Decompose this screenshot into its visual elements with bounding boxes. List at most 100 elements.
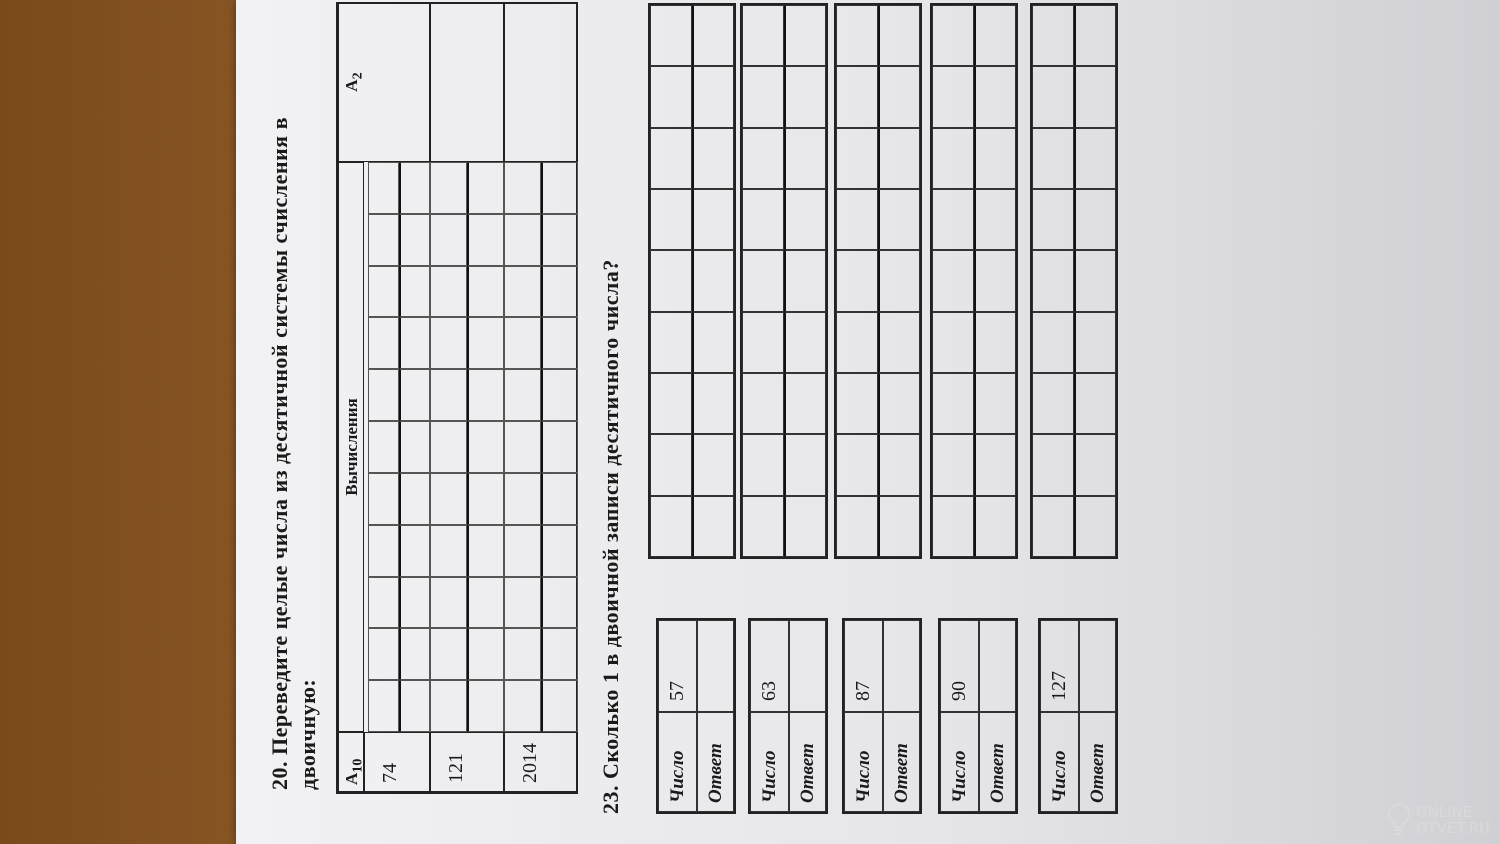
binary-grid-cell[interactable] [742,189,784,251]
binary-grid-cell[interactable] [974,66,1016,128]
binary-grid-cell[interactable] [974,373,1016,435]
binary-grid-cell[interactable] [878,189,920,251]
binary-grid-cell[interactable] [1074,5,1116,67]
answer-a2-cell[interactable] [430,2,504,162]
binary-grid-cell[interactable] [1074,66,1116,128]
binary-grid-cell[interactable] [1032,434,1074,496]
calculation-cell[interactable] [467,628,504,681]
calculation-cell[interactable] [541,576,578,629]
binary-grid-cell[interactable] [742,311,784,373]
calculation-cell[interactable] [467,369,504,422]
calculation-cell[interactable] [399,162,430,214]
calculation-cell[interactable] [467,162,504,214]
answer-field[interactable] [697,620,734,712]
binary-grid-cell[interactable] [650,434,692,496]
binary-grid-cell[interactable] [692,373,734,435]
calculation-cell[interactable] [504,421,541,473]
calculation-cell[interactable] [368,265,399,318]
binary-grid-cell[interactable] [974,495,1016,557]
binary-grid-cell[interactable] [650,373,692,435]
calculation-cell[interactable] [467,317,504,370]
calculation-grid[interactable] [504,162,578,732]
binary-grid-cell[interactable] [932,495,974,557]
binary-grid-cell[interactable] [650,311,692,373]
calculation-cell[interactable] [467,524,504,577]
binary-grid-cell[interactable] [784,250,826,312]
calculation-cell[interactable] [368,472,399,525]
binary-grid-cell[interactable] [836,434,878,496]
binary-grid-cell[interactable] [742,373,784,435]
calculation-cell[interactable] [430,524,467,577]
calculation-cell[interactable] [541,472,578,525]
calculation-cell[interactable] [430,162,467,214]
binary-grid-cell[interactable] [836,189,878,251]
binary-grid-cell[interactable] [974,311,1016,373]
binary-grid-cell[interactable] [932,66,974,128]
calculation-cell[interactable] [467,472,504,525]
binary-grid-cell[interactable] [932,434,974,496]
calculation-cell[interactable] [430,472,467,525]
calculation-cell[interactable] [430,680,467,732]
calculation-cell[interactable] [504,162,541,214]
binary-grid-cell[interactable] [692,250,734,312]
binary-grid[interactable] [740,3,828,559]
binary-grid-cell[interactable] [878,127,920,189]
binary-grid-cell[interactable] [692,434,734,496]
binary-grid-cell[interactable] [784,5,826,67]
binary-grid-cell[interactable] [742,250,784,312]
calculation-cell[interactable] [368,369,399,422]
calculation-cell[interactable] [541,213,578,266]
calculation-cell[interactable] [399,680,430,732]
calculation-cell[interactable] [541,680,578,732]
binary-grid-cell[interactable] [784,373,826,435]
binary-grid-cell[interactable] [932,373,974,435]
calculation-cell[interactable] [399,213,430,266]
binary-grid-cell[interactable] [836,311,878,373]
calculation-cell[interactable] [368,524,399,577]
binary-grid-cell[interactable] [836,127,878,189]
binary-grid[interactable] [1030,3,1118,559]
binary-grid[interactable] [648,3,736,559]
binary-grid-cell[interactable] [974,127,1016,189]
calculation-cell[interactable] [467,421,504,473]
binary-grid-cell[interactable] [878,434,920,496]
answer-a2-cell[interactable] [504,2,578,162]
binary-grid-cell[interactable] [1074,434,1116,496]
calculation-cell[interactable] [368,576,399,629]
calculation-cell[interactable] [504,317,541,370]
calculation-cell[interactable] [368,162,399,214]
calculation-cell[interactable] [504,576,541,629]
calculation-cell[interactable] [430,576,467,629]
binary-grid-cell[interactable] [1032,66,1074,128]
binary-grid-cell[interactable] [692,66,734,128]
calculation-cell[interactable] [541,317,578,370]
calculation-cell[interactable] [399,265,430,318]
binary-grid-cell[interactable] [1074,373,1116,435]
binary-grid-cell[interactable] [878,495,920,557]
calculation-cell[interactable] [430,317,467,370]
binary-grid[interactable] [930,3,1018,559]
answer-field[interactable] [883,620,920,712]
binary-grid-cell[interactable] [784,311,826,373]
binary-grid-cell[interactable] [836,373,878,435]
binary-grid[interactable] [834,3,922,559]
binary-grid-cell[interactable] [878,5,920,67]
binary-grid-cell[interactable] [878,373,920,435]
calculation-cell[interactable] [399,369,430,422]
binary-grid-cell[interactable] [650,66,692,128]
binary-grid-cell[interactable] [650,495,692,557]
binary-grid-cell[interactable] [784,66,826,128]
binary-grid-cell[interactable] [1074,127,1116,189]
calculation-cell[interactable] [467,576,504,629]
binary-grid-cell[interactable] [742,127,784,189]
binary-grid-cell[interactable] [932,250,974,312]
calculation-cell[interactable] [504,628,541,681]
answer-a2-cell[interactable] [364,2,430,162]
binary-grid-cell[interactable] [836,5,878,67]
calculation-cell[interactable] [541,265,578,318]
binary-grid-cell[interactable] [878,250,920,312]
binary-grid-cell[interactable] [692,189,734,251]
calculation-cell[interactable] [430,628,467,681]
binary-grid-cell[interactable] [1074,250,1116,312]
calculation-cell[interactable] [399,628,430,681]
